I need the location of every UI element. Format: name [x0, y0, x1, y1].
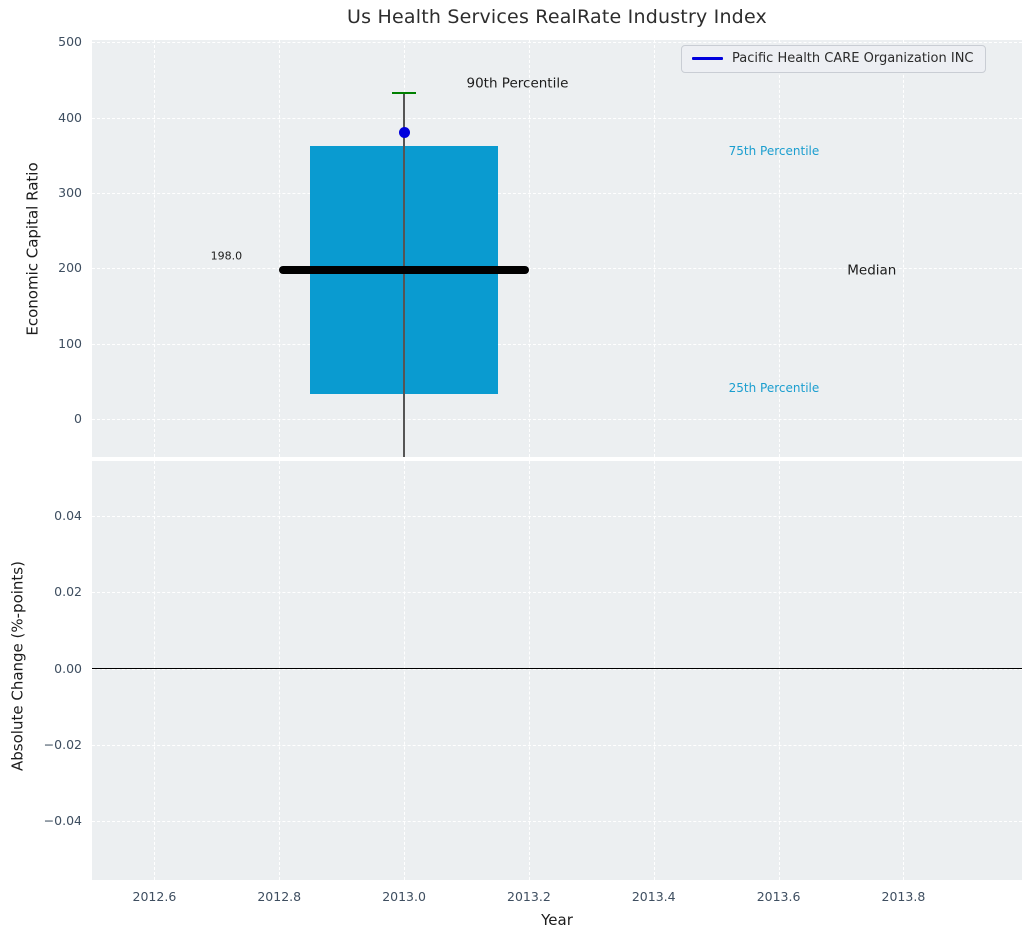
x-gridline	[778, 40, 780, 457]
whisker-cap-90th-icon	[392, 91, 417, 95]
y-gridline	[92, 117, 1022, 119]
y-gridline	[92, 744, 1022, 746]
zero-line	[92, 667, 1022, 670]
x-gridline	[778, 461, 780, 880]
y-gridline	[92, 820, 1022, 822]
y-tick-label: 200	[58, 260, 82, 276]
legend-label: Pacific Health CARE Organization INC	[732, 51, 974, 66]
x-gridline	[653, 461, 655, 880]
y-gridline	[92, 42, 1022, 44]
bottom-axes	[92, 461, 1022, 880]
x-gridline	[279, 461, 281, 880]
x-tick-label: 2012.8	[257, 889, 302, 904]
x-gridline	[404, 461, 406, 880]
y-gridline	[92, 268, 1022, 270]
y-tick-label: 400	[58, 109, 82, 125]
x-tick-label: 2013.8	[881, 889, 926, 904]
x-gridline	[279, 40, 281, 457]
x-gridline	[528, 461, 530, 880]
legend: Pacific Health CARE Organization INC	[681, 45, 986, 73]
x-tick-label: 2012.6	[132, 889, 177, 904]
x-axis-label: Year	[541, 911, 573, 929]
whisker-line	[403, 92, 405, 457]
x-gridline	[903, 461, 905, 880]
x-gridline	[528, 40, 530, 457]
x-gridline	[154, 40, 156, 457]
company-point	[398, 127, 410, 139]
y-gridline	[92, 343, 1022, 345]
y-tick-label: 300	[58, 184, 82, 200]
annotation-75th-percentile: 75th Percentile	[728, 143, 820, 158]
y-tick-label: 500	[58, 34, 82, 49]
y-tick-label: −0.04	[43, 812, 82, 828]
y-gridline	[92, 193, 1022, 195]
x-tick-label: 2013.0	[382, 889, 426, 904]
x-tick-label: 2013.4	[631, 889, 676, 904]
x-tick-label: 2013.6	[756, 889, 801, 904]
chart-title: Us Health Services RealRate Industry Ind…	[347, 6, 767, 28]
y-tick-label: 0.02	[54, 584, 82, 600]
y-gridline	[92, 592, 1022, 594]
y-tick-label: 0.00	[54, 660, 82, 676]
y-tick-label: 100	[58, 335, 82, 351]
x-gridline	[653, 40, 655, 457]
legend-line-icon	[692, 57, 723, 61]
annotation-90th-percentile: 90th Percentile	[466, 74, 569, 91]
annotation-25th-percentile: 25th Percentile	[728, 380, 820, 395]
x-gridline	[154, 461, 156, 880]
y-tick-label: 0.04	[54, 507, 82, 523]
top-axes	[92, 40, 1022, 457]
annotation-median: Median	[847, 261, 897, 278]
y-gridline	[92, 516, 1022, 518]
y-gridline	[92, 419, 1022, 421]
x-tick-label: 2013.2	[507, 889, 551, 904]
x-gridline	[903, 40, 905, 457]
median-line	[279, 265, 529, 274]
annotation-198-0: 198.0	[210, 249, 243, 263]
y-tick-label: −0.02	[43, 736, 82, 752]
y-tick-label: 0	[74, 411, 82, 427]
